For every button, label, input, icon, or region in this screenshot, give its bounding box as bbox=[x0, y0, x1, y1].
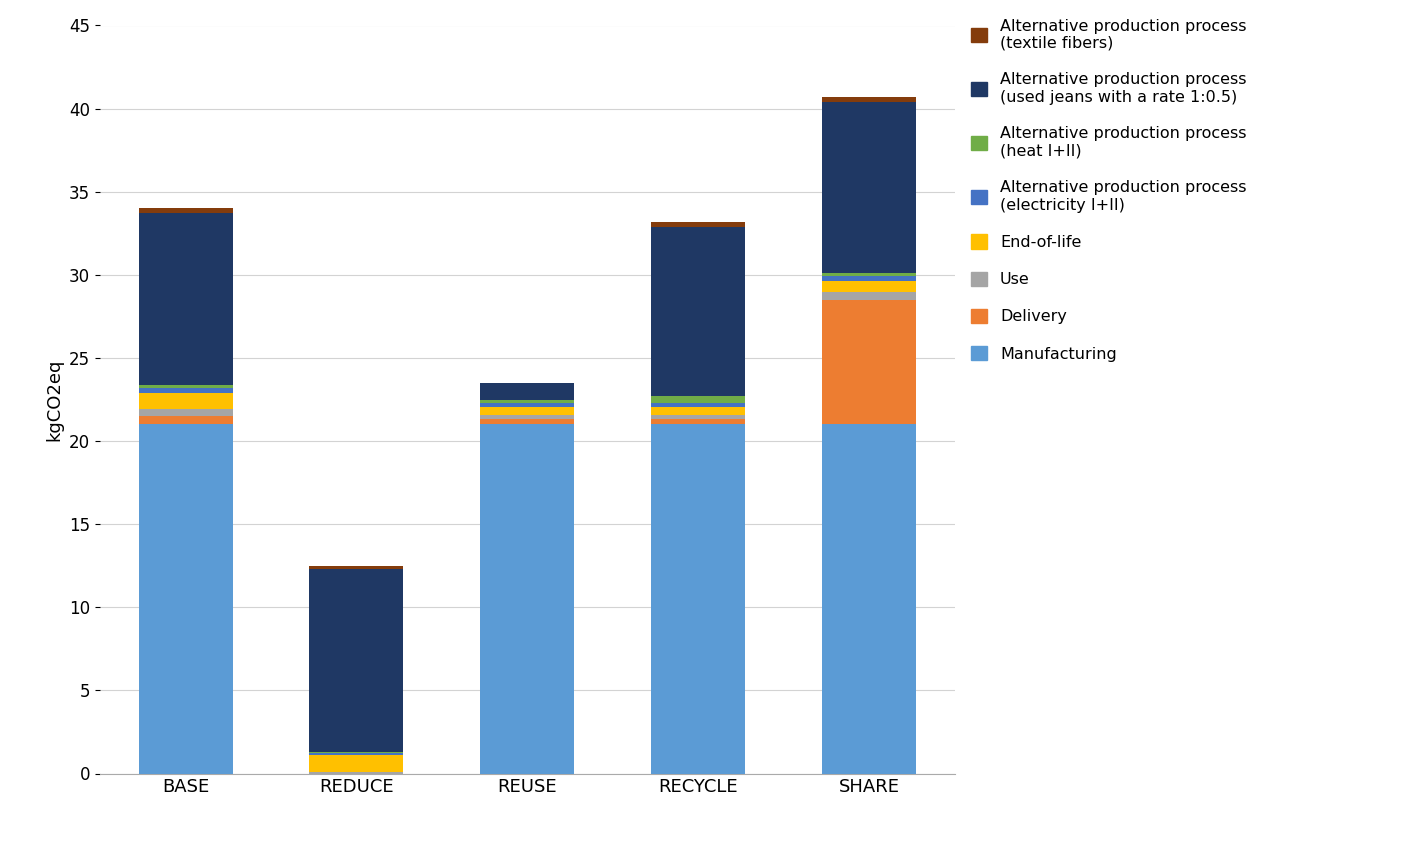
Y-axis label: kgCO2eq: kgCO2eq bbox=[46, 359, 63, 440]
Bar bbox=[480, 419, 574, 424]
Bar bbox=[651, 227, 745, 396]
Bar bbox=[651, 407, 745, 416]
Bar bbox=[309, 755, 403, 772]
Bar bbox=[651, 424, 745, 774]
Bar bbox=[822, 292, 916, 300]
Bar bbox=[309, 569, 403, 752]
Bar bbox=[651, 416, 745, 419]
Bar bbox=[651, 222, 745, 227]
Bar bbox=[309, 772, 403, 774]
Bar bbox=[480, 424, 574, 774]
Bar bbox=[822, 280, 916, 292]
Bar bbox=[138, 416, 232, 424]
Bar bbox=[309, 753, 403, 755]
Legend: Alternative production process
(textile fibers), Alternative production process
: Alternative production process (textile … bbox=[972, 19, 1247, 361]
Bar bbox=[480, 403, 574, 407]
Bar bbox=[822, 102, 916, 273]
Bar bbox=[822, 276, 916, 280]
Bar bbox=[138, 384, 232, 388]
Bar bbox=[309, 566, 403, 569]
Bar bbox=[138, 208, 232, 213]
Bar bbox=[480, 416, 574, 419]
Bar bbox=[138, 213, 232, 384]
Bar bbox=[480, 382, 574, 399]
Bar bbox=[822, 300, 916, 424]
Bar bbox=[480, 407, 574, 416]
Bar bbox=[480, 400, 574, 403]
Bar bbox=[822, 273, 916, 276]
Bar bbox=[651, 396, 745, 403]
Bar bbox=[822, 424, 916, 774]
Bar bbox=[138, 388, 232, 393]
Bar bbox=[138, 410, 232, 416]
Bar bbox=[651, 403, 745, 407]
Bar bbox=[138, 424, 232, 774]
Bar bbox=[651, 419, 745, 424]
Bar bbox=[138, 393, 232, 410]
Bar bbox=[822, 97, 916, 102]
